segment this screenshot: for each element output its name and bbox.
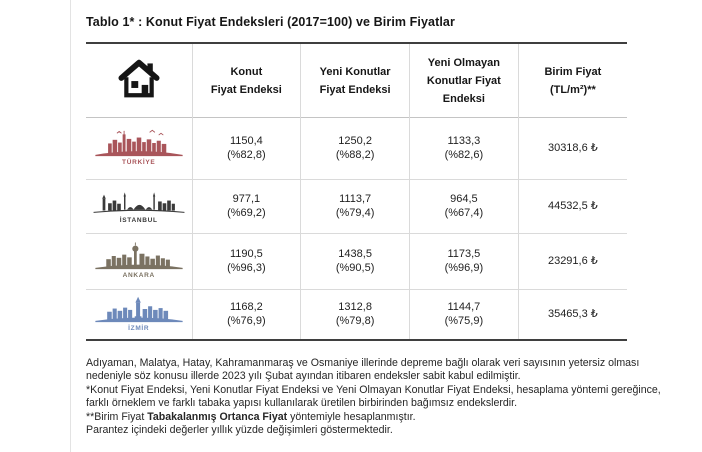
header-label: Yeni Olmayan Konutlar Fiyat Endeksi <box>426 57 501 106</box>
cell-ankara-yeni-olmayan: 1173,5 (%96,9) <box>409 233 519 289</box>
index-value: 1168,2 <box>229 300 263 313</box>
yearly-change: (%82,8) <box>227 149 266 161</box>
cell-izmir-konut-endeksi: 1168,2 (%76,9) <box>191 289 301 340</box>
table-header-row: Konut Fiyat Endeksi Yeni Konutlar Fiyat … <box>86 43 627 117</box>
table-row-izmir: İZMİR 1168,2 (%76,9) 1312,8 (%79,8) 1144… <box>86 289 627 340</box>
index-value: 1133,3 <box>447 134 481 147</box>
index-value: 1113,7 <box>339 192 372 205</box>
report-content: Tablo 1* : Konut Fiyat Endeksleri (2017=… <box>86 0 666 437</box>
footnote-parantez: Parantez içindeki değerler yıllık yüzde … <box>86 424 393 437</box>
yearly-change: (%75,9) <box>444 315 484 328</box>
konut-fiyat-table: Konut Fiyat Endeksi Yeni Konutlar Fiyat … <box>86 42 627 341</box>
unit-price: 30318,6 ₺ <box>547 141 598 154</box>
header-label: Yeni Konutlar Fiyat Endeksi <box>319 66 391 97</box>
region-label-turkiye: TÜRKİYE <box>122 158 156 166</box>
header-birim-fiyat: Birim Fiyat (TL/m²)** <box>517 43 627 117</box>
index-value: 964,5 <box>450 192 478 205</box>
cell-istanbul-yeni-olmayan: 964,5 (%67,4) <box>409 179 519 233</box>
page-title: Tablo 1* : Konut Fiyat Endeksleri (2017=… <box>86 15 455 29</box>
yearly-change: (%67,4) <box>444 207 484 219</box>
cell-ankara-yeni-konutlar: 1438,5 (%90,5) <box>300 233 410 289</box>
yearly-change: (%88,2) <box>335 149 375 161</box>
istanbul-skyline-icon <box>93 191 185 213</box>
page-left-edge <box>70 0 71 452</box>
yearly-change: (%76,9) <box>227 315 266 328</box>
yearly-change: (%79,4) <box>335 207 375 219</box>
yearly-change: (%69,2) <box>227 207 266 219</box>
header-label: Birim Fiyat (TL/m²)** <box>544 66 602 97</box>
cell-istanbul-konut-endeksi: 977,1 (%69,2) <box>191 179 301 233</box>
header-yeni-konutlar-fiyat-endeksi: Yeni Konutlar Fiyat Endeksi <box>300 43 410 117</box>
header-label: Konut Fiyat Endeksi <box>210 66 282 97</box>
cell-istanbul-yeni-konutlar: 1113,7 (%79,4) <box>300 179 410 233</box>
turkiye-skyline-icon <box>95 129 183 156</box>
index-value: 1190,5 <box>229 247 263 260</box>
footnote-birim-fiyat-yontemi: **Birim Fiyat Tabakalanmış Ortanca Fiyat… <box>86 411 664 424</box>
region-cell-izmir: İZMİR <box>86 289 192 340</box>
yearly-change: (%96,9) <box>444 262 484 274</box>
unit-price: 23291,6 ₺ <box>547 254 598 267</box>
region-cell-istanbul: İSTANBUL <box>86 179 192 233</box>
index-value: 1438,5 <box>338 247 372 260</box>
footnote-bold-text: Tabakalanmış Ortanca Fiyat <box>147 410 288 423</box>
cell-izmir-yeni-olmayan: 1144,7 (%75,9) <box>409 289 519 340</box>
cell-turkiye-birim-fiyat: 30318,6 ₺ <box>517 117 627 179</box>
cell-ankara-birim-fiyat: 23291,6 ₺ <box>517 233 627 289</box>
cell-turkiye-konut-endeksi: 1150,4 (%82,8) <box>191 117 301 179</box>
yearly-change: (%82,6) <box>444 149 484 161</box>
cell-istanbul-birim-fiyat: 44532,5 ₺ <box>517 179 627 233</box>
footnote-text: **Birim Fiyat <box>86 410 148 423</box>
footnotes: Adıyaman, Malatya, Hatay, Kahramanmaraş … <box>86 357 664 437</box>
yearly-change: (%90,5) <box>335 262 375 274</box>
footnote-deprem-illeri: Adıyaman, Malatya, Hatay, Kahramanmaraş … <box>86 357 640 383</box>
index-value: 1250,2 <box>338 134 372 147</box>
house-icon <box>118 59 160 98</box>
header-konut-fiyat-endeksi: Konut Fiyat Endeksi <box>191 43 301 117</box>
house-header-cell <box>86 43 192 117</box>
izmir-skyline-icon <box>95 296 183 322</box>
region-label-ankara: ANKARA <box>122 271 155 279</box>
cell-ankara-konut-endeksi: 1190,5 (%96,3) <box>191 233 301 289</box>
index-value: 1312,8 <box>338 300 372 313</box>
table-row-istanbul: İSTANBUL 977,1 (%69,2) 1113,7 (%79,4) 96… <box>86 179 627 233</box>
table-row-ankara: ANKARA 1190,5 (%96,3) 1438,5 (%90,5) 117… <box>86 233 627 289</box>
index-value: 1144,7 <box>447 300 481 313</box>
region-cell-ankara: ANKARA <box>86 233 192 289</box>
region-label-izmir: İZMİR <box>128 324 150 332</box>
cell-turkiye-yeni-olmayan: 1133,3 (%82,6) <box>409 117 519 179</box>
index-value: 1150,4 <box>229 134 263 147</box>
table-row-turkiye: TÜRKİYE 1150,4 (%82,8) 1250,2 (%88,2) 11… <box>86 117 627 179</box>
footnote-text: yöntemiyle hesaplanmıştır. <box>287 410 416 423</box>
yearly-change: (%96,3) <box>227 262 266 274</box>
header-yeni-olmayan-konutlar-fiyat-endeksi: Yeni Olmayan Konutlar Fiyat Endeksi <box>409 43 519 117</box>
footnote-bagimsiz-endeksler: *Konut Fiyat Endeksi, Yeni Konutlar Fiya… <box>86 383 661 410</box>
cell-izmir-birim-fiyat: 35465,3 ₺ <box>517 289 627 340</box>
unit-price: 35465,3 ₺ <box>547 308 598 320</box>
cell-izmir-yeni-konutlar: 1312,8 (%79,8) <box>300 289 410 340</box>
cell-turkiye-yeni-konutlar: 1250,2 (%88,2) <box>300 117 410 179</box>
yearly-change: (%79,8) <box>335 315 375 328</box>
ankara-skyline-icon <box>95 241 183 269</box>
region-cell-turkiye: TÜRKİYE <box>86 117 192 179</box>
region-label-istanbul: İSTANBUL <box>119 216 158 224</box>
unit-price: 44532,5 ₺ <box>547 199 598 212</box>
index-value: 1173,5 <box>447 247 481 260</box>
index-value: 977,1 <box>232 192 261 205</box>
